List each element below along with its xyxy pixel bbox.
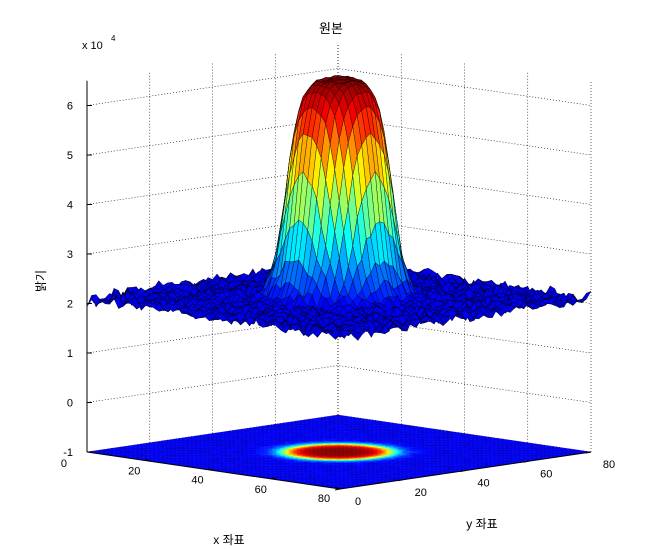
z-axis-label: 밝기 [34, 270, 48, 292]
chart-title: 원본 [319, 21, 343, 36]
grid-line-z [86, 365, 592, 403]
grid-line-z [86, 68, 592, 106]
surface-mesh [86, 75, 592, 341]
floor-projection [86, 414, 592, 490]
grid-line-z [86, 117, 592, 156]
z-exponent-power: 4 [111, 34, 116, 43]
grid-line-z [86, 167, 592, 205]
grid-line-z [86, 216, 592, 255]
y-axis-label: y 좌표 [466, 517, 497, 531]
x-axis-label: x 좌표 [213, 533, 244, 547]
z-exponent-label: x 10 [82, 40, 103, 52]
grid-line-z [86, 315, 592, 354]
